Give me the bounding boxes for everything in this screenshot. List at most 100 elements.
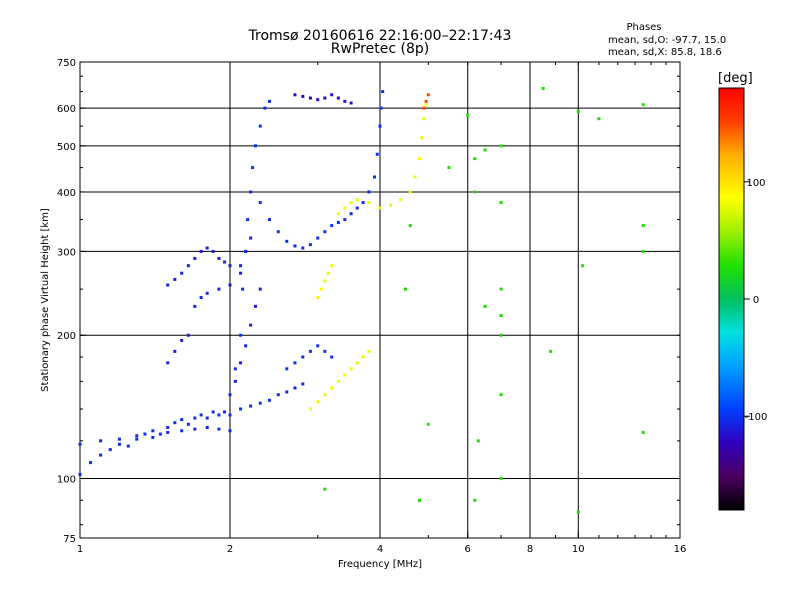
y-axis-ticks: 75 100 200 300 400 500 600 750 bbox=[57, 58, 680, 545]
data-point bbox=[381, 90, 385, 94]
data-point bbox=[239, 264, 243, 268]
data-point bbox=[186, 264, 190, 268]
x-tick-label: 10 bbox=[572, 544, 585, 555]
data-point bbox=[253, 144, 257, 148]
colorbar-label: [deg] bbox=[718, 71, 753, 86]
phases-x-stats: mean, sd,X: 85.8, 18.6 bbox=[608, 47, 722, 58]
data-point bbox=[426, 93, 430, 97]
chart-title-line1: Tromsø 20160616 22:16:00–22:17:43 bbox=[248, 28, 512, 44]
phases-heading: Phases bbox=[626, 22, 661, 33]
data-point bbox=[239, 407, 243, 411]
data-point bbox=[447, 166, 451, 170]
data-point bbox=[258, 401, 262, 405]
data-point bbox=[326, 271, 330, 275]
data-point bbox=[173, 277, 177, 281]
data-point bbox=[343, 373, 347, 377]
data-point bbox=[541, 86, 545, 90]
data-point bbox=[186, 422, 190, 426]
data-point bbox=[473, 498, 477, 502]
data-point bbox=[117, 437, 121, 441]
data-point bbox=[117, 442, 121, 446]
data-point bbox=[378, 124, 382, 128]
data-point bbox=[316, 344, 320, 348]
data-point bbox=[180, 338, 184, 342]
data-point bbox=[413, 175, 417, 179]
data-point bbox=[267, 398, 271, 402]
data-point bbox=[211, 249, 215, 253]
data-point bbox=[301, 382, 305, 386]
data-point bbox=[166, 425, 170, 429]
data-point bbox=[422, 106, 426, 110]
data-point bbox=[258, 287, 262, 291]
x-axis-label: Frequency [MHz] bbox=[338, 559, 422, 570]
data-point bbox=[330, 93, 334, 97]
data-point bbox=[349, 367, 353, 371]
data-point bbox=[158, 432, 162, 436]
data-point bbox=[399, 198, 403, 202]
data-point bbox=[228, 413, 232, 417]
data-point bbox=[126, 444, 130, 448]
data-point bbox=[205, 416, 209, 420]
data-point bbox=[239, 271, 243, 275]
data-point bbox=[173, 349, 177, 353]
data-point bbox=[319, 287, 323, 291]
data-point bbox=[228, 264, 232, 268]
data-point bbox=[499, 393, 503, 397]
colorbar-tick-label: 100 bbox=[746, 178, 765, 189]
y-tick-label: 750 bbox=[57, 58, 76, 69]
x-tick-label: 8 bbox=[527, 544, 533, 555]
data-point bbox=[239, 361, 243, 365]
data-point bbox=[180, 271, 184, 275]
data-point bbox=[499, 477, 503, 481]
data-point bbox=[375, 152, 379, 156]
data-point bbox=[408, 224, 412, 228]
gridlines bbox=[80, 62, 680, 538]
data-point bbox=[403, 287, 407, 291]
data-point bbox=[483, 304, 487, 308]
data-point bbox=[323, 96, 327, 100]
data-points bbox=[78, 86, 645, 514]
data-point bbox=[373, 175, 377, 179]
data-point bbox=[499, 144, 503, 148]
data-point bbox=[205, 425, 209, 429]
data-point bbox=[336, 212, 340, 216]
data-point bbox=[417, 157, 421, 161]
data-point bbox=[246, 218, 250, 222]
data-point bbox=[151, 435, 155, 439]
data-point bbox=[316, 400, 320, 404]
data-point bbox=[217, 413, 221, 417]
data-point bbox=[361, 355, 365, 359]
data-point bbox=[78, 442, 82, 446]
data-point bbox=[576, 510, 580, 514]
chart-title-line2: RwPretec (8p) bbox=[331, 41, 429, 57]
data-point bbox=[336, 221, 340, 225]
data-point bbox=[336, 96, 340, 100]
y-tick-label: 500 bbox=[57, 142, 76, 153]
data-point bbox=[143, 432, 147, 436]
data-point bbox=[323, 393, 327, 397]
data-point bbox=[417, 498, 421, 502]
data-point bbox=[389, 203, 393, 207]
data-point bbox=[308, 96, 312, 100]
data-point bbox=[379, 106, 383, 110]
data-point bbox=[293, 244, 297, 248]
data-point bbox=[361, 201, 365, 205]
data-point bbox=[483, 148, 487, 152]
data-point bbox=[135, 437, 139, 441]
data-point bbox=[223, 260, 227, 264]
data-point bbox=[336, 379, 340, 383]
data-point bbox=[641, 224, 645, 228]
data-point bbox=[323, 349, 327, 353]
data-point bbox=[343, 206, 347, 210]
data-point bbox=[316, 98, 320, 102]
data-point bbox=[420, 136, 424, 140]
data-point bbox=[249, 323, 253, 327]
data-point bbox=[249, 404, 253, 408]
data-point bbox=[108, 448, 112, 452]
y-tick-label: 100 bbox=[57, 475, 76, 486]
data-point bbox=[293, 361, 297, 365]
data-point bbox=[330, 224, 334, 228]
data-point bbox=[205, 291, 209, 295]
data-point bbox=[166, 361, 170, 365]
data-point bbox=[293, 93, 297, 97]
